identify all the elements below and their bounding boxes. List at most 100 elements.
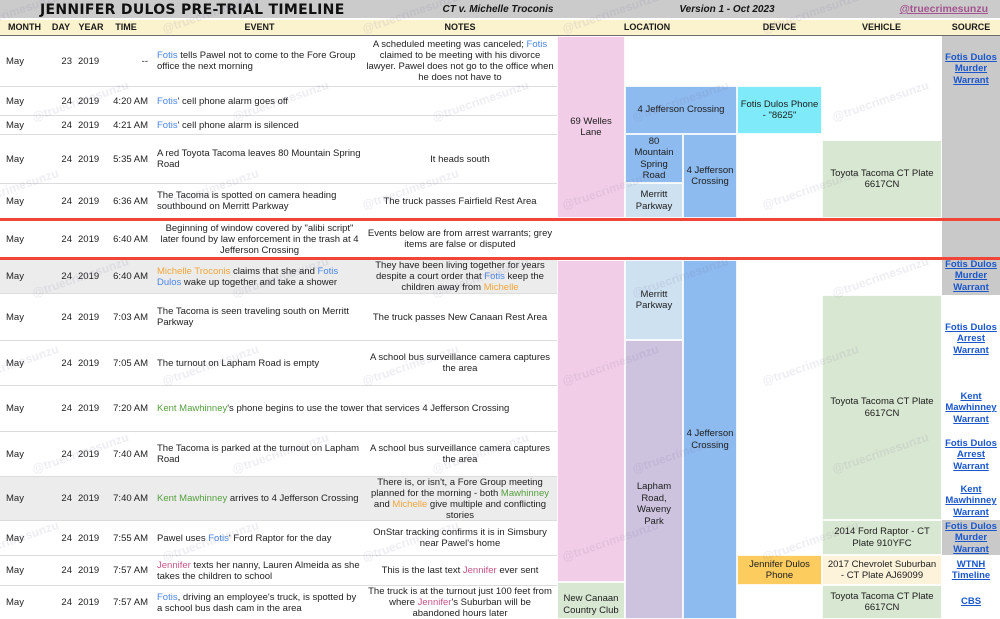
column-header-row: MONTH DAY YEAR TIME EVENT NOTES LOCATION DEVICE…: [0, 20, 1000, 36]
cell-day: 24: [61, 565, 72, 576]
loc-lapham: Lapham Road, Waveny Park: [625, 340, 683, 619]
timeline-row: May 24 2019 7:20 AM Kent Mawhinney's phone b…: [0, 385, 557, 431]
src-arrest-2[interactable]: Fotis Dulos Arrest Warrant: [942, 434, 1000, 476]
cell-year: 2019: [78, 493, 100, 504]
veh-tacoma-2: Toyota Tacoma CT Plate 6617CN: [822, 295, 942, 520]
src-cbs-link[interactable]: CBS: [960, 596, 982, 608]
cell-event: The Tacoma is spotted on camera heading …: [157, 190, 337, 212]
src-murder-1[interactable]: Fotis Dulos Murder Warrant: [942, 47, 1000, 91]
cell-year: 2019: [78, 195, 100, 207]
cell-event: Fotis, driving an employee's truck, is s…: [157, 591, 357, 614]
column-header-time: TIME: [115, 22, 137, 32]
column-header-vehicle: VEHICLE: [861, 22, 901, 32]
cell-event: A red Toyota Tacoma leaves 80 Mountain S…: [157, 148, 361, 170]
column-header-source: SOURCE: [951, 22, 991, 32]
timeline-row: May 24 2019 7:03 AM The Tacoma is seen trave…: [0, 293, 557, 340]
cell-time: 7:40 AM: [113, 448, 148, 460]
cell-day: 24: [61, 357, 72, 369]
src-wtnh[interactable]: WTNH Timeline: [942, 556, 1000, 584]
loc-80-mountain: 80 Mountain Spring Road: [625, 134, 683, 183]
cell-time: 4:21 AM: [113, 119, 148, 131]
cell-event: Fotis tells Pawel not to come to the For…: [157, 50, 356, 72]
column-header-month: MONTH: [8, 22, 41, 32]
src-murder-2[interactable]: Fotis Dulos Murder Warrant: [942, 256, 1000, 296]
cell-year: 2019: [78, 403, 100, 414]
cell-year: 2019: [78, 233, 100, 245]
cell-month: May: [6, 597, 24, 608]
cell-year: 2019: [78, 565, 100, 576]
cell-month: May: [6, 119, 24, 131]
version-label: Version 1 - Oct 2023: [679, 4, 775, 15]
timeline-row: May 24 2019 5:35 AM A red Toyota Tacoma leav…: [0, 134, 557, 183]
timeline-row: May 24 2019 6:40 AM Beginning of window cove…: [0, 221, 557, 257]
src-kent-2[interactable]: Kent Mawhinney Warrant: [942, 481, 1000, 521]
loc-new-canaan: New Canaan Country Club: [557, 582, 625, 619]
src-murder-3[interactable]: Fotis Dulos Murder Warrant: [942, 521, 1000, 555]
case-title: CT v. Michelle Troconis: [442, 4, 554, 15]
cell-day: 24: [61, 311, 72, 323]
src-kent-1-link[interactable]: Kent Mawhinney Warrant: [945, 390, 997, 425]
cell-day: 24: [61, 597, 72, 608]
src-arrest-1[interactable]: Fotis Dulos Arrest Warrant: [942, 318, 1000, 360]
cell-year: 2019: [78, 311, 100, 323]
cell-month: May: [6, 153, 24, 165]
src-murder-2-link[interactable]: Fotis Dulos Murder Warrant: [945, 258, 997, 293]
cell-time: 7:57 AM: [113, 565, 148, 576]
cell-time: 7:55 AM: [113, 532, 148, 544]
red-divider-top: [0, 218, 1000, 221]
cell-notes: A school bus surveillance camera capture…: [369, 352, 551, 374]
timeline-row: May 23 2019 -- Fotis tells Pawel not to come…: [0, 36, 557, 86]
src-wtnh-link[interactable]: WTNH Timeline: [951, 558, 991, 582]
src-arrest-1-link[interactable]: Fotis Dulos Arrest Warrant: [945, 321, 997, 356]
cell-day: 24: [61, 195, 72, 207]
src-arrest-2-link[interactable]: Fotis Dulos Arrest Warrant: [945, 437, 997, 472]
dev-fotis-phone: Fotis Dulos Phone - "8625": [737, 86, 822, 134]
timeline-row: May 24 2019 7:40 AM The Tacoma is parked at …: [0, 431, 557, 476]
cell-notes: A school bus surveillance camera capture…: [369, 443, 551, 465]
src-kent-1[interactable]: Kent Mawhinney Warrant: [942, 387, 1000, 429]
src-cbs[interactable]: CBS: [942, 588, 1000, 616]
cell-month: May: [6, 55, 24, 67]
cell-day: 24: [61, 153, 72, 165]
cell-event: Michelle Troconis claims that she and Fo…: [157, 265, 339, 288]
loc-4jc-bottom: 4 Jefferson Crossing: [683, 260, 737, 619]
column-header-location: LOCATION: [623, 22, 671, 32]
cell-day: 24: [61, 95, 72, 107]
cell-year: 2019: [78, 153, 100, 165]
cell-event: The turnout on Lapham Road is empty: [157, 357, 320, 369]
cell-time: 4:20 AM: [113, 95, 148, 107]
column-header-notes: NOTES: [444, 22, 476, 32]
timeline-row: May 24 2019 7:05 AM The turnout on Lapham Ro…: [0, 340, 557, 385]
cell-notes: It heads south: [430, 153, 490, 165]
loc-merritt-1: Merritt Parkway: [625, 183, 683, 218]
timeline-row: May 24 2019 6:40 AM Michelle Troconis claims…: [0, 260, 557, 293]
cell-month: May: [6, 532, 24, 544]
src-murder-3-link[interactable]: Fotis Dulos Murder Warrant: [945, 521, 997, 555]
cell-day: 24: [61, 119, 72, 131]
loc-merritt-2: Merritt Parkway: [625, 260, 683, 340]
cell-month: May: [6, 403, 24, 414]
cell-time: 5:35 AM: [113, 153, 148, 165]
page-title: JENNIFER DULOS PRE-TRIAL TIMELINE: [40, 2, 345, 18]
cell-event: The Tacoma is parked at the turnout on L…: [157, 443, 360, 465]
cell-year: 2019: [78, 597, 100, 608]
cell-notes: A scheduled meeting was canceled; Fotis …: [366, 39, 554, 83]
cell-time: --: [141, 55, 148, 67]
column-header-event: EVENT: [244, 22, 275, 32]
src-kent-2-link[interactable]: Kent Mawhinney Warrant: [945, 483, 997, 518]
cell-month: May: [6, 271, 24, 282]
cell-time: 7:03 AM: [113, 311, 148, 323]
timeline-row: May 24 2019 7:57 AM Fotis, driving an employ…: [0, 585, 557, 619]
veh-tacoma-3: Toyota Tacoma CT Plate 6617CN: [822, 585, 942, 619]
cell-day: 24: [61, 532, 72, 544]
cell-time: 7:57 AM: [113, 597, 148, 608]
src-murder-1-link[interactable]: Fotis Dulos Murder Warrant: [945, 51, 997, 86]
cell-time: 6:40 AM: [113, 233, 148, 245]
cell-month: May: [6, 311, 24, 323]
author-handle-link[interactable]: @truecrimesunzu: [899, 3, 988, 15]
loc-69-welles: 69 Welles Lane: [557, 36, 625, 218]
cell-day: 24: [61, 403, 72, 414]
column-header-year: YEAR: [78, 22, 104, 32]
cell-time: 7:05 AM: [113, 357, 148, 369]
